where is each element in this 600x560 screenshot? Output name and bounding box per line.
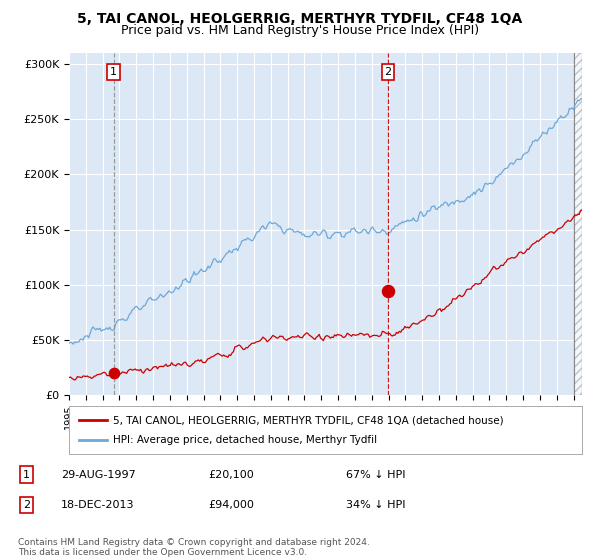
Text: Price paid vs. HM Land Registry's House Price Index (HPI): Price paid vs. HM Land Registry's House …: [121, 24, 479, 36]
Text: 2: 2: [385, 67, 391, 77]
Text: 29-AUG-1997: 29-AUG-1997: [61, 470, 136, 479]
Text: 5, TAI CANOL, HEOLGERRIG, MERTHYR TYDFIL, CF48 1QA (detached house): 5, TAI CANOL, HEOLGERRIG, MERTHYR TYDFIL…: [113, 416, 503, 425]
Text: 18-DEC-2013: 18-DEC-2013: [61, 500, 134, 510]
Text: £94,000: £94,000: [208, 500, 254, 510]
Text: HPI: Average price, detached house, Merthyr Tydfil: HPI: Average price, detached house, Mert…: [113, 435, 377, 445]
Text: £20,100: £20,100: [208, 470, 254, 479]
Text: 5, TAI CANOL, HEOLGERRIG, MERTHYR TYDFIL, CF48 1QA: 5, TAI CANOL, HEOLGERRIG, MERTHYR TYDFIL…: [77, 12, 523, 26]
Text: 1: 1: [23, 470, 30, 479]
Text: 67% ↓ HPI: 67% ↓ HPI: [346, 470, 406, 479]
Text: 1: 1: [110, 67, 117, 77]
Point: [383, 287, 393, 296]
Text: Contains HM Land Registry data © Crown copyright and database right 2024.
This d: Contains HM Land Registry data © Crown c…: [18, 538, 370, 557]
Text: 34% ↓ HPI: 34% ↓ HPI: [346, 500, 406, 510]
Text: 2: 2: [23, 500, 30, 510]
Point: [109, 368, 119, 377]
